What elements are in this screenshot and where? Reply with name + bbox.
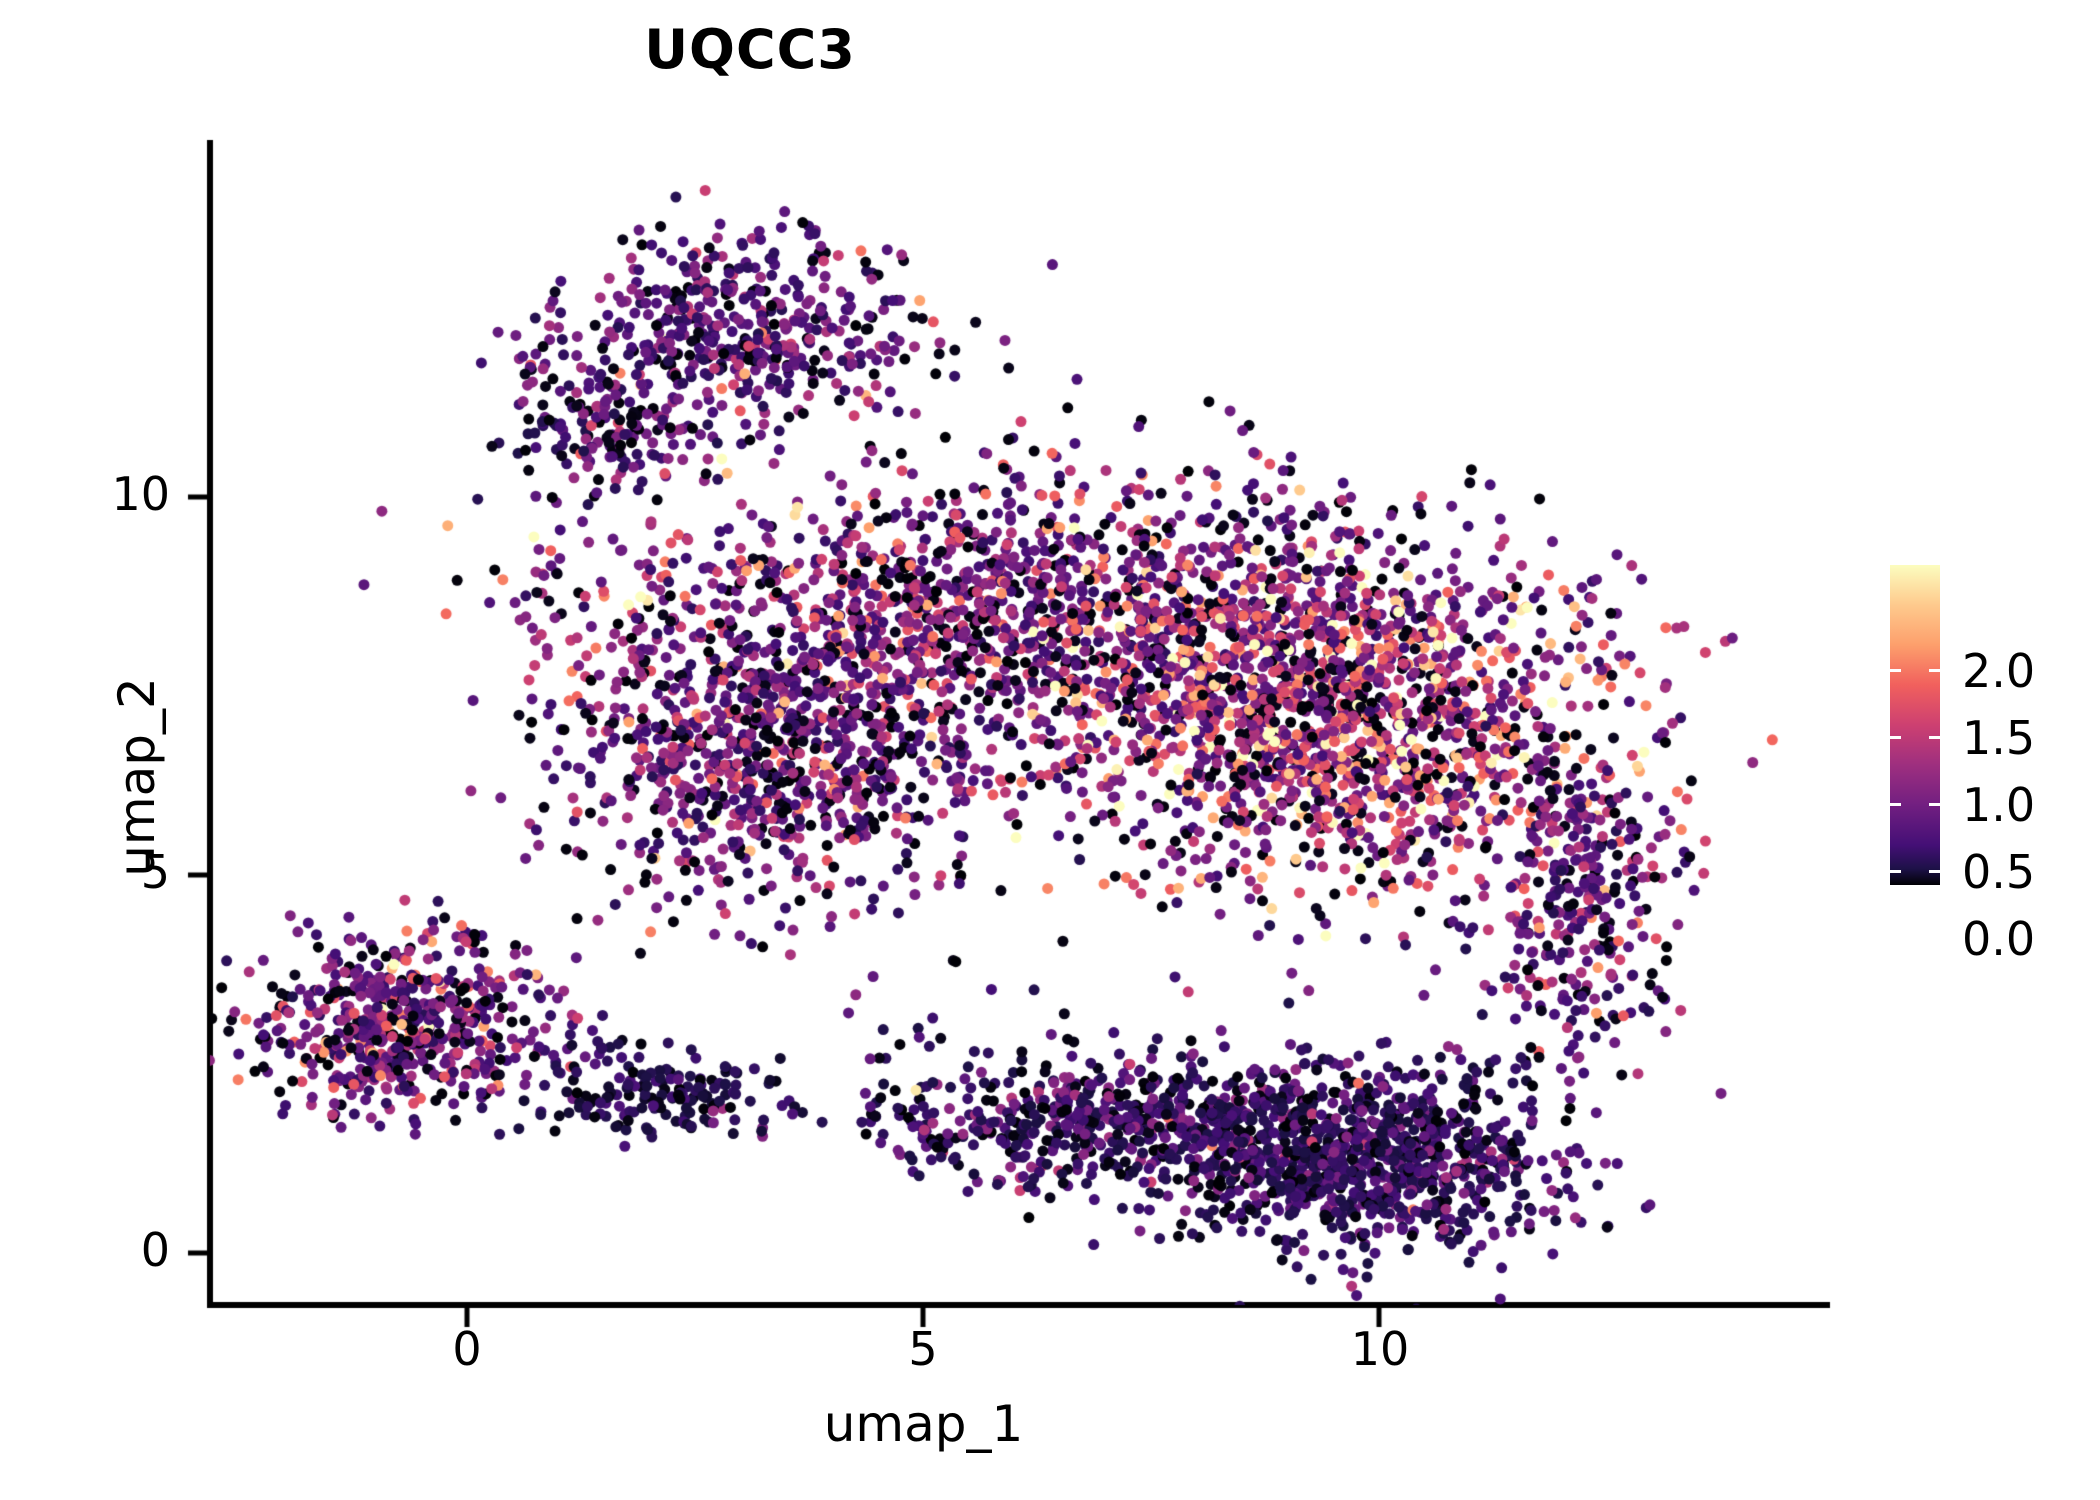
- colorbar-tick-1-5: [1890, 736, 1940, 739]
- colorbar-label-0-0: 0.0: [1962, 912, 2036, 966]
- y-axis-label: umap_2: [108, 677, 166, 877]
- x-tick-label-0: 0: [452, 1322, 482, 1376]
- x-tick-label-10: 10: [1350, 1322, 1410, 1376]
- colorbar-tick-1-0: [1890, 803, 1940, 806]
- colorbar-label-1-0: 1.0: [1962, 778, 2036, 832]
- x-axis-label: umap_1: [823, 1395, 1024, 1453]
- y-tick-label-10: 10: [111, 467, 170, 521]
- y-tick-label-0: 0: [140, 1223, 170, 1277]
- colorbar-label-0-5: 0.5: [1962, 845, 2036, 899]
- colorbar-label-2-0: 2.0: [1962, 644, 2036, 698]
- colorbar-tick-0-5: [1890, 870, 1940, 873]
- colorbar-tick-2-0: [1890, 669, 1940, 672]
- x-tick-label-5: 5: [908, 1322, 938, 1376]
- colorbar-gradient: [1890, 565, 1940, 885]
- y-tick-label-5: 5: [140, 845, 170, 899]
- colorbar-label-1-5: 1.5: [1962, 711, 2036, 765]
